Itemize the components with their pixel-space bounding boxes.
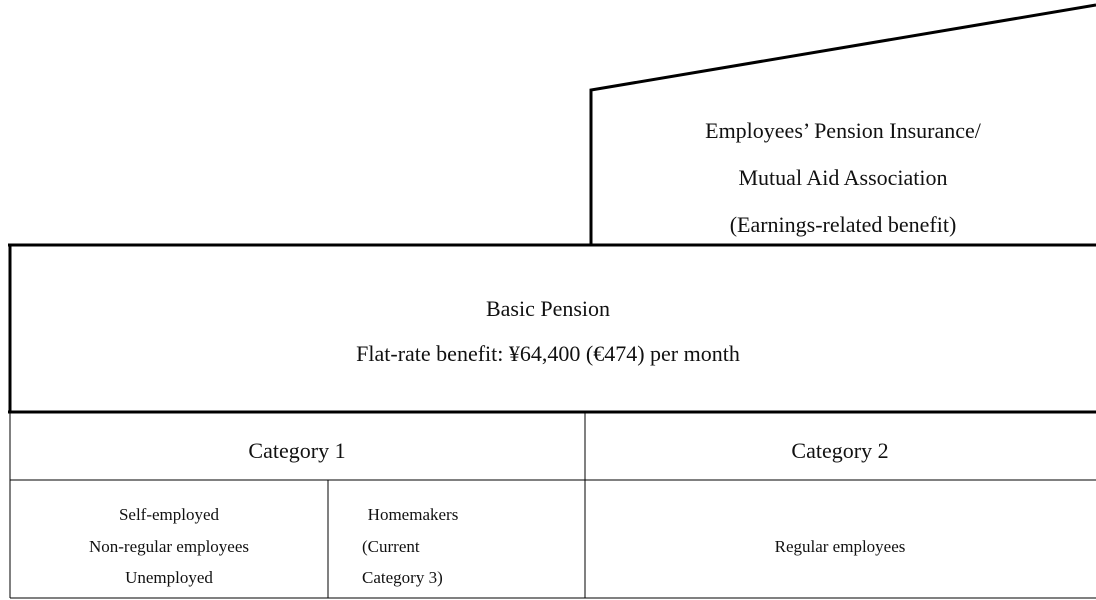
group-line: (Current: [362, 537, 420, 556]
basic-benefit: Flat-rate benefit: ¥64,400 (€474) per mo…: [356, 341, 740, 366]
group-line: Homemakers: [368, 505, 459, 524]
upper-box-border: [589, 3, 1096, 245]
basic-title: Basic Pension: [486, 296, 610, 321]
group-line: Self-employed: [119, 505, 220, 524]
upper-line: Mutual Aid Association: [739, 165, 948, 190]
group-line: Non-regular employees: [89, 537, 249, 556]
upper-line: (Earnings-related benefit): [730, 212, 957, 237]
upper-line: Employees’ Pension Insurance/: [705, 118, 982, 143]
group-line: Regular employees: [775, 537, 906, 556]
category-name: Category 1: [248, 438, 345, 463]
group-line: Unemployed: [125, 568, 213, 587]
group-line: Category 3): [362, 568, 443, 587]
category-name: Category 2: [791, 438, 888, 463]
